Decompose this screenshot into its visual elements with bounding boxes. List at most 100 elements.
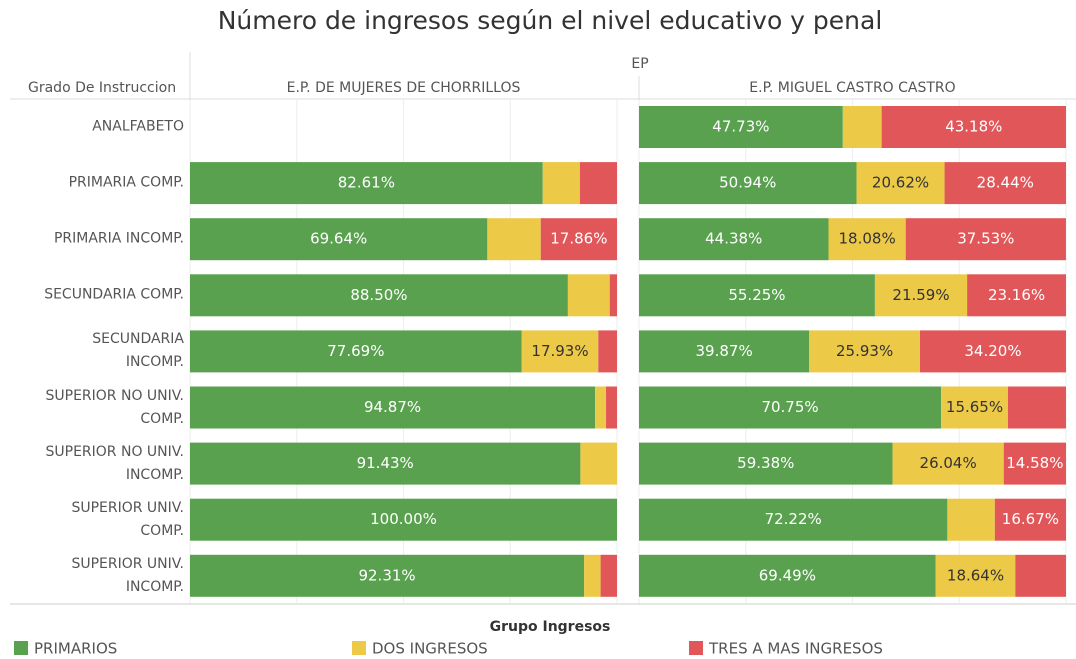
value-label: 70.75% xyxy=(761,398,818,416)
bar-segment xyxy=(190,330,522,373)
bar-segment xyxy=(905,218,1066,261)
value-label: 47.73% xyxy=(712,118,769,136)
value-label: 69.64% xyxy=(310,230,367,248)
bar-segment xyxy=(639,554,936,597)
category-label: SUPERIOR UNIV. COMP. xyxy=(71,499,184,539)
value-label: 21.59% xyxy=(892,286,949,304)
bar-segment xyxy=(600,554,617,597)
value-label: 69.49% xyxy=(759,566,816,584)
bar-segment xyxy=(639,218,829,261)
value-label: 18.64% xyxy=(947,566,1004,584)
bar-segment xyxy=(809,330,920,373)
bar-segment xyxy=(1007,386,1066,429)
value-label: 14.58% xyxy=(1006,454,1063,472)
bar-segment xyxy=(919,330,1066,373)
bar-segment xyxy=(609,274,617,317)
bar-segment xyxy=(584,554,601,597)
category-label: SECUNDARIA INCOMP. xyxy=(92,331,184,371)
category-label: PRIMARIA COMP. xyxy=(68,174,184,191)
legend-label: DOS INGRESOS xyxy=(372,640,488,658)
bar-segment xyxy=(639,498,948,541)
value-label: 92.31% xyxy=(358,566,415,584)
value-label: 88.50% xyxy=(350,286,407,304)
bar-segment xyxy=(1003,442,1066,485)
bar-segment xyxy=(542,162,580,205)
bar-segment xyxy=(941,386,1008,429)
bar-segment xyxy=(967,274,1066,317)
legend-swatch xyxy=(352,641,366,655)
bar-segment xyxy=(487,218,541,261)
bar-segment xyxy=(842,106,882,148)
bar-segment xyxy=(639,274,875,317)
category-label: PRIMARIA INCOMP. xyxy=(53,230,184,247)
bar-segment xyxy=(639,330,810,373)
bar-segment xyxy=(190,218,488,261)
bar-segment xyxy=(874,274,968,317)
bar-segment xyxy=(190,386,596,429)
value-label: 17.93% xyxy=(531,342,588,360)
value-label: 77.69% xyxy=(327,342,384,360)
value-label: 39.87% xyxy=(696,342,753,360)
value-label: 34.20% xyxy=(964,342,1021,360)
value-label: 37.53% xyxy=(957,230,1014,248)
category-label: SUPERIOR NO UNIV. COMP. xyxy=(45,387,185,427)
value-label: 82.61% xyxy=(338,174,395,192)
bar-segment xyxy=(580,442,617,485)
value-label: 17.86% xyxy=(550,230,607,248)
facet-name: E.P. MIGUEL CASTRO CASTRO xyxy=(749,80,955,96)
value-label: 50.94% xyxy=(719,174,776,192)
legend-swatch xyxy=(14,641,28,655)
bar-segment xyxy=(190,498,617,541)
value-label: 55.25% xyxy=(728,286,785,304)
bar-segment xyxy=(947,498,995,541)
facet-name: E.P. DE MUJERES DE CHORRILLOS xyxy=(287,80,521,96)
bar-segment xyxy=(639,106,843,148)
value-label: 94.87% xyxy=(364,398,421,416)
bar-segment xyxy=(540,218,617,261)
category-label: SECUNDARIA COMP. xyxy=(44,286,184,303)
value-label: 43.18% xyxy=(945,118,1002,136)
bar-segment xyxy=(595,386,607,429)
facet-label: EP xyxy=(631,56,648,72)
value-label: 18.08% xyxy=(839,230,896,248)
value-label: 26.04% xyxy=(920,454,977,472)
bar-segment xyxy=(639,386,942,429)
bar-segment xyxy=(944,162,1066,205)
bar-segment xyxy=(828,218,906,261)
bar-segment xyxy=(190,162,543,205)
value-label: 28.44% xyxy=(977,174,1034,192)
category-label: SUPERIOR UNIV. INCOMP. xyxy=(71,555,184,595)
bar-segment xyxy=(190,442,581,485)
value-label: 20.62% xyxy=(872,174,929,192)
legend-swatch xyxy=(689,641,703,655)
legend-label: PRIMARIOS xyxy=(34,640,117,658)
bar-segment xyxy=(598,330,617,373)
bar-segment xyxy=(994,498,1066,541)
category-label: SUPERIOR NO UNIV. INCOMP. xyxy=(45,443,185,483)
legend-title: Grupo Ingresos xyxy=(490,619,611,635)
value-label: 23.16% xyxy=(988,286,1045,304)
bar-segment xyxy=(567,274,610,317)
value-label: 100.00% xyxy=(370,510,437,528)
bar-segment xyxy=(1015,554,1066,597)
value-label: 44.38% xyxy=(705,230,762,248)
legend-label: TRES A MAS INGRESOS xyxy=(708,640,883,658)
value-label: 25.93% xyxy=(836,342,893,360)
bar-segment xyxy=(639,162,857,205)
bar-segment xyxy=(190,274,568,317)
value-label: 15.65% xyxy=(946,398,1003,416)
row-header: Grado De Instruccion xyxy=(28,80,176,96)
chart-title: Número de ingresos según el nivel educat… xyxy=(218,6,883,35)
bar-segment xyxy=(935,554,1016,597)
value-label: 72.22% xyxy=(765,510,822,528)
bar-segment xyxy=(881,106,1066,148)
bar-segment xyxy=(892,442,1004,485)
category-label: ANALFABETO xyxy=(92,118,184,135)
bar-segment xyxy=(639,442,893,485)
bar-segment xyxy=(190,554,585,597)
value-label: 16.67% xyxy=(1002,510,1059,528)
bar-segment xyxy=(521,330,599,373)
value-label: 91.43% xyxy=(357,454,414,472)
